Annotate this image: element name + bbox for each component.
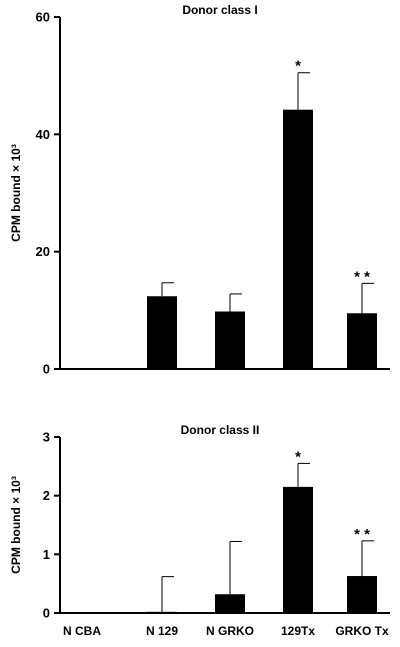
chart-title-2: Donor class II [181,423,260,437]
significance-mark-2-4: * * [354,526,370,543]
chart-title-1: Donor class I [182,3,257,17]
x-category-label-1: N 129 [146,624,178,638]
x-category-label-3: 129Tx [281,624,315,638]
bar-2-2 [215,594,245,613]
x-category-label-0: N CBA [63,624,101,638]
bar-2-3 [283,486,313,613]
bar-2-4 [347,576,377,613]
y-tick-label-1-0: 0 [43,362,50,377]
x-category-label-4: GRKO Tx [335,624,389,638]
y-tick-label-2-3: 3 [43,430,50,445]
significance-mark-2-3: * [295,448,301,465]
significance-mark-1-4: * * [354,268,370,285]
y-tick-label-2-0: 0 [43,606,50,621]
y-axis-label-2: CPM bound × 10³ [9,476,23,574]
y-tick-label-2-1: 1 [43,547,50,562]
bar-2-1 [147,611,177,614]
x-category-label-2: N GRKO [206,624,254,638]
bar-1-4 [347,313,377,369]
y-tick-label-2-2: 2 [43,488,50,503]
y-tick-label-1-3: 60 [36,10,50,25]
y-tick-label-1-2: 40 [36,127,50,142]
bar-1-3 [283,109,313,370]
bar-1-2 [215,311,245,369]
y-tick-label-1-1: 20 [36,244,50,259]
significance-mark-1-3: * [295,58,301,75]
bar-1-1 [147,296,177,369]
y-axis-label-1: CPM bound × 10³ [9,144,23,242]
